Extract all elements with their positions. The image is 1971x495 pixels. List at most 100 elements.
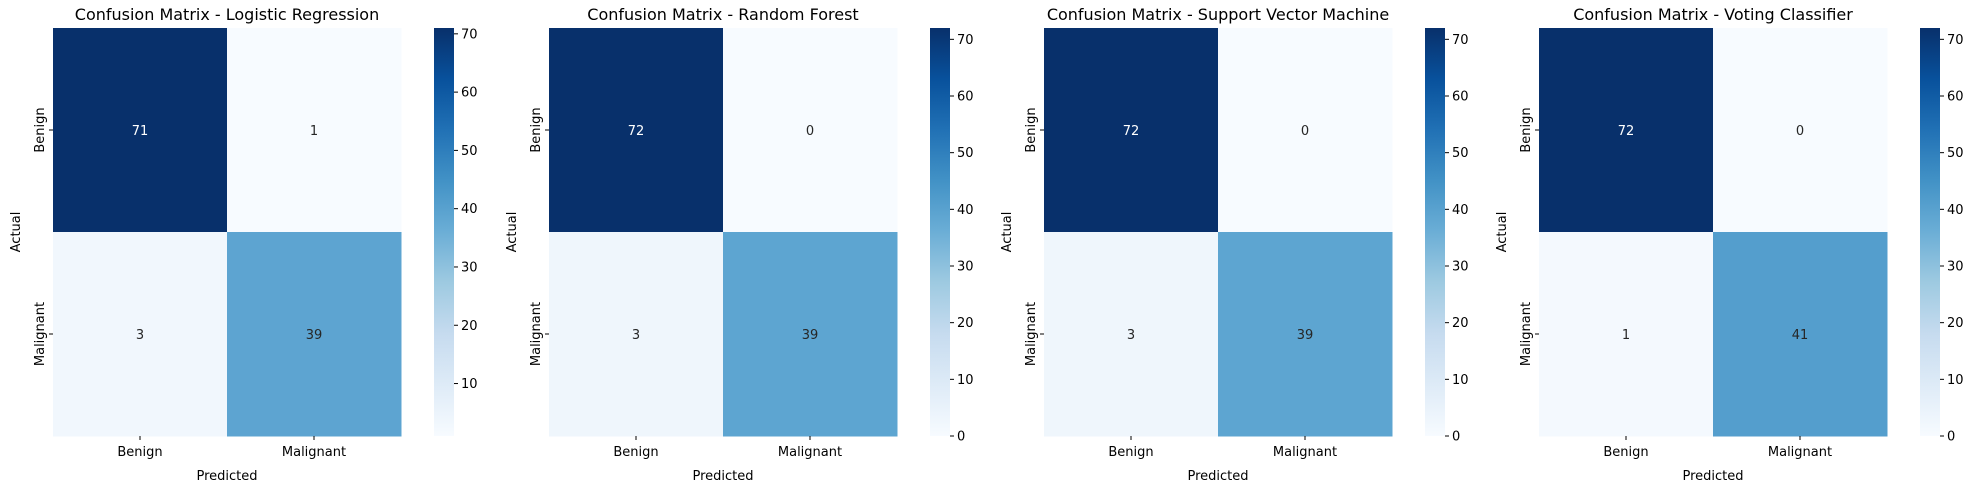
confusion-matrix-panel: Confusion Matrix - Support Vector Machin… [1000,5,1469,484]
colorbar [1425,28,1445,436]
colorbar [930,28,950,436]
heatmap-cell [549,232,724,437]
chart-title: Confusion Matrix - Random Forest [587,5,858,24]
x-tick-label: Malignant [1768,445,1832,460]
colorbar-tick-label: 60 [1452,90,1469,105]
x-tick-label: Benign [1603,445,1648,460]
confusion-matrix-panel: Confusion Matrix - Random Forest 72 0 3 39 Be… [505,5,974,484]
chart-title: Confusion Matrix - Logistic Regression [75,5,379,24]
heatmap-cell [1044,28,1219,233]
colorbar-tick-label: 40 [461,202,478,217]
heatmap-cell [1713,28,1888,233]
heatmap-cell [723,232,898,437]
heatmap-cell [723,28,898,233]
colorbar-tick-label: 20 [461,319,478,334]
colorbar-tick-label: 70 [461,27,478,42]
y-axis-label: Actual [505,212,520,253]
heatmap-cell [1044,232,1219,437]
heatmap-cell [1218,232,1393,437]
heatmap-cell [53,28,228,233]
colorbar-tick-label: 60 [1947,90,1964,105]
y-axis-label: Actual [1000,212,1015,253]
heatmap-cell [549,28,724,233]
y-tick-label: Malignant [529,302,544,366]
colorbar-tick-label: 50 [461,144,478,159]
y-tick-label: Malignant [1519,302,1534,366]
x-axis-label: Predicted [1682,469,1743,484]
cell-value-label: 1 [1622,328,1630,343]
cell-value-label: 72 [1123,124,1140,139]
cell-value-label: 39 [1297,328,1314,343]
y-tick-label: Malignant [33,302,48,366]
y-tick-label: Benign [33,107,48,152]
colorbar-tick-label: 50 [1452,146,1469,161]
colorbar-tick-label: 40 [957,203,974,218]
x-axis-label: Predicted [1187,469,1248,484]
colorbar-tick-label: 30 [461,260,478,275]
heatmap-cell [1539,28,1714,233]
cell-value-label: 41 [1792,328,1809,343]
cell-value-label: 0 [1301,124,1309,139]
cell-value-label: 71 [132,124,149,139]
chart-title: Confusion Matrix - Voting Classifier [1573,5,1853,24]
colorbar-tick-label: 60 [461,86,478,101]
colorbar-tick-label: 20 [957,316,974,331]
colorbar-tick-label: 10 [1947,373,1964,388]
colorbar-tick-label: 40 [1947,203,1964,218]
colorbar-tick-label: 10 [1452,373,1469,388]
cell-value-label: 0 [806,124,814,139]
colorbar-tick-label: 50 [1947,146,1964,161]
chart-title: Confusion Matrix - Support Vector Machin… [1047,5,1389,24]
colorbar-tick-label: 30 [1452,260,1469,275]
x-tick-label: Malignant [1273,445,1337,460]
x-tick-label: Benign [1108,445,1153,460]
colorbar-tick-label: 0 [1452,430,1460,445]
colorbar [1920,28,1940,436]
heatmap-cell [1218,28,1393,233]
colorbar-tick-label: 0 [1947,430,1955,445]
colorbar-tick-label: 20 [1452,316,1469,331]
x-tick-label: Malignant [778,445,842,460]
colorbar-tick-label: 30 [1947,260,1964,275]
cell-value-label: 72 [1618,124,1635,139]
x-tick-label: Benign [117,445,162,460]
x-axis-label: Predicted [196,469,257,484]
confusion-matrix-panel: Confusion Matrix - Voting Classifier 72 0 1… [1495,5,1964,484]
heatmap-cell [227,232,402,437]
cell-value-label: 3 [632,328,640,343]
colorbar-tick-label: 40 [1452,203,1469,218]
x-tick-label: Malignant [282,445,346,460]
colorbar-tick-label: 10 [461,377,478,392]
x-axis-label: Predicted [692,469,753,484]
y-tick-label: Malignant [1024,302,1039,366]
y-tick-label: Benign [1024,107,1039,152]
colorbar-tick-label: 60 [957,90,974,105]
colorbar-tick-label: 50 [957,146,974,161]
heatmap-cell [53,232,228,437]
cell-value-label: 1 [310,124,318,139]
colorbar-tick-label: 0 [957,430,965,445]
heatmap-cell [227,28,402,233]
colorbar [434,28,454,436]
cell-value-label: 39 [802,328,819,343]
colorbar-tick-label: 70 [1452,33,1469,48]
confusion-matrix-panel: Confusion Matrix - Logistic Regression 71… [9,5,478,484]
cell-value-label: 72 [628,124,645,139]
x-tick-label: Benign [613,445,658,460]
colorbar-tick-label: 30 [957,260,974,275]
cell-value-label: 0 [1796,124,1804,139]
y-axis-label: Actual [9,212,24,253]
cell-value-label: 3 [136,328,144,343]
y-tick-label: Benign [1519,107,1534,152]
y-tick-label: Benign [529,107,544,152]
colorbar-tick-label: 20 [1947,316,1964,331]
colorbar-tick-label: 70 [957,33,974,48]
heatmap-cell [1539,232,1714,437]
cell-value-label: 3 [1127,328,1135,343]
colorbar-tick-label: 10 [957,373,974,388]
cell-value-label: 39 [306,328,323,343]
y-axis-label: Actual [1495,212,1510,253]
colorbar-tick-label: 70 [1947,33,1964,48]
